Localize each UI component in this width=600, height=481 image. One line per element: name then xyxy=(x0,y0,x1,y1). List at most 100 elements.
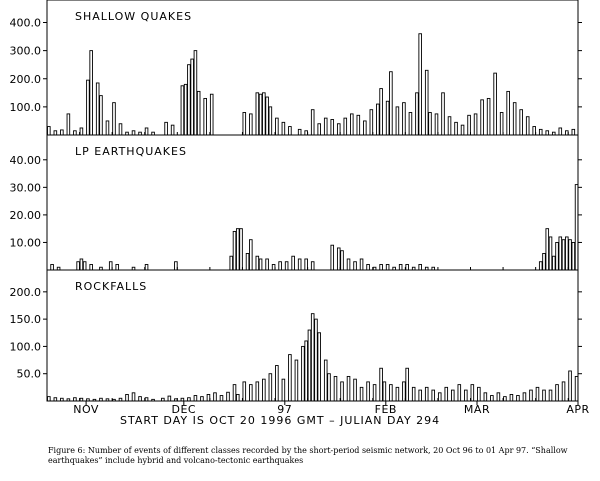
bar xyxy=(477,386,481,402)
bar xyxy=(73,130,77,136)
bar xyxy=(79,258,84,271)
bar xyxy=(558,236,563,271)
figure-caption: Figure 6: Number of events of different … xyxy=(48,446,568,465)
bar xyxy=(138,396,142,402)
bar xyxy=(118,397,123,402)
bar xyxy=(245,253,250,271)
bar xyxy=(340,250,344,271)
bar xyxy=(424,386,429,402)
bar xyxy=(310,261,315,271)
bar xyxy=(115,264,120,271)
bar xyxy=(262,92,266,136)
bar xyxy=(53,130,58,136)
y-tick-label: 300.0 xyxy=(10,45,42,58)
bar xyxy=(415,92,419,136)
bar xyxy=(258,258,263,271)
bar xyxy=(424,69,429,136)
bar xyxy=(131,130,136,136)
panel-title: SHALLOW QUAKES xyxy=(75,10,192,23)
bar xyxy=(366,264,370,271)
bar xyxy=(323,117,328,136)
bar xyxy=(499,112,504,136)
bar xyxy=(350,113,354,136)
bar xyxy=(131,392,136,402)
bar xyxy=(356,114,361,136)
bar xyxy=(255,381,260,402)
bar xyxy=(451,389,455,402)
bar xyxy=(209,93,214,136)
bar xyxy=(496,392,501,402)
bar xyxy=(66,113,71,136)
bar xyxy=(262,378,266,402)
bar xyxy=(89,264,93,271)
bar xyxy=(288,354,292,402)
bar xyxy=(460,124,465,136)
bar xyxy=(333,375,338,402)
bar xyxy=(470,384,475,402)
bar xyxy=(99,95,103,136)
bar xyxy=(239,228,243,271)
bar xyxy=(493,72,497,136)
bar xyxy=(275,117,279,136)
bar xyxy=(190,58,194,136)
bar xyxy=(86,79,90,136)
bar xyxy=(317,123,321,136)
bar xyxy=(574,375,579,402)
bar xyxy=(317,332,321,402)
bar xyxy=(200,396,204,402)
bar xyxy=(483,392,488,402)
bar xyxy=(249,384,253,402)
bar xyxy=(395,106,400,136)
bar xyxy=(408,112,413,136)
bar xyxy=(330,119,335,136)
bar xyxy=(402,102,406,136)
bar xyxy=(288,126,292,136)
bar xyxy=(441,92,445,136)
bar xyxy=(366,381,370,402)
bar xyxy=(187,397,191,402)
x-month-label: MAR xyxy=(464,403,490,416)
bar xyxy=(180,397,185,402)
bar xyxy=(235,394,240,402)
bar xyxy=(398,264,403,271)
bar xyxy=(369,109,374,136)
y-tick-label: 10.00 xyxy=(10,236,42,249)
bar xyxy=(346,258,351,271)
bar xyxy=(268,373,273,402)
bar xyxy=(258,93,263,136)
bar xyxy=(434,113,439,136)
bar xyxy=(310,109,315,136)
bar xyxy=(314,318,318,402)
bar xyxy=(389,384,393,402)
bar xyxy=(519,109,523,136)
bar xyxy=(574,184,579,271)
bar xyxy=(431,389,436,402)
bar xyxy=(226,391,230,402)
bar xyxy=(522,392,527,402)
bar xyxy=(47,396,51,402)
bar xyxy=(167,395,172,402)
bar xyxy=(219,395,224,402)
y-tick-label: 30.00 xyxy=(10,181,42,194)
bar xyxy=(203,97,207,136)
bar xyxy=(86,398,90,402)
bar xyxy=(255,92,260,136)
bar xyxy=(330,244,335,271)
bar xyxy=(444,386,449,402)
panel-3: 50.0 100.0 150.0 200.0 ROCKFALLS NOV DEC 97 FEB M… xyxy=(10,269,589,416)
bar xyxy=(151,398,155,402)
bar xyxy=(418,389,422,402)
bar xyxy=(548,389,553,402)
bar xyxy=(112,398,116,402)
bar xyxy=(79,397,84,402)
bar xyxy=(105,120,110,136)
bar xyxy=(229,255,234,271)
bar xyxy=(509,394,514,402)
bar xyxy=(389,71,393,136)
bar xyxy=(346,375,351,402)
bar xyxy=(480,99,484,136)
bar xyxy=(411,386,416,402)
bar xyxy=(79,127,84,136)
bar xyxy=(542,253,546,271)
bar xyxy=(284,261,289,271)
